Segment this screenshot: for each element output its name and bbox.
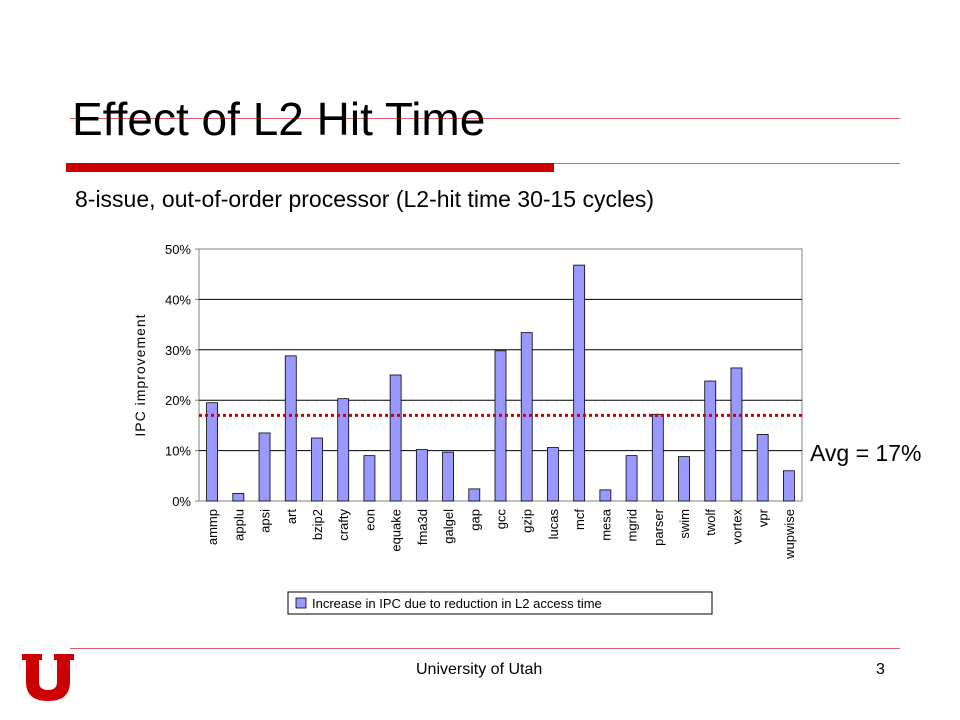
bar-applu bbox=[232, 493, 245, 502]
average-label: Avg = 17% bbox=[810, 440, 922, 466]
bar-gzip bbox=[520, 332, 533, 502]
x-tick-label-eon: eon bbox=[362, 509, 377, 531]
x-tick-label-bzip2: bzip2 bbox=[310, 509, 325, 540]
bar-vortex bbox=[730, 367, 743, 502]
bar-vpr bbox=[756, 434, 769, 502]
x-tick-label-wupwise: wupwise bbox=[782, 509, 797, 560]
bar-gap bbox=[468, 488, 481, 502]
y-tick-labels: 0% 10% 20% 30% 40% 50% bbox=[165, 242, 191, 509]
bar-lucas bbox=[547, 447, 559, 502]
y-tick-label: 10% bbox=[165, 444, 191, 459]
x-tick-label-parser: parser bbox=[651, 508, 666, 546]
bar-mcf bbox=[573, 264, 586, 502]
x-tick-label-gap: gap bbox=[467, 509, 482, 531]
bar-parser bbox=[651, 413, 664, 502]
bar-art bbox=[284, 355, 297, 502]
bar-fma3d bbox=[415, 449, 428, 502]
y-axis-label: IPC improvement bbox=[132, 313, 148, 436]
footer-rule bbox=[70, 648, 900, 649]
x-tick-labels: ammp applu apsi art bzip2 crafty eon equake fma3… bbox=[205, 508, 797, 560]
x-tick-label-vortex: vortex bbox=[729, 509, 744, 545]
y-tick-label: 50% bbox=[165, 242, 191, 257]
x-tick-label-mesa: mesa bbox=[598, 508, 613, 541]
bar-swim bbox=[678, 456, 690, 502]
bars bbox=[206, 264, 795, 502]
x-tick-label-lucas: lucas bbox=[546, 509, 561, 540]
y-tick-label: 40% bbox=[165, 292, 191, 307]
legend-box bbox=[287, 591, 713, 615]
bar-equake bbox=[389, 374, 402, 502]
legend: Increase in IPC due to reduction in L2 a… bbox=[287, 591, 713, 615]
slide-subtitle: 8-issue, out-of-order processor (L2-hit … bbox=[75, 186, 655, 212]
x-tick-label-galgel: galgel bbox=[441, 509, 456, 544]
x-tick-label-mgrid: mgrid bbox=[625, 509, 640, 542]
x-tick-label-apsi: apsi bbox=[258, 509, 273, 533]
x-tick-label-mcf: mcf bbox=[572, 509, 587, 530]
page-number: 3 bbox=[876, 661, 885, 678]
x-tick-label-gzip: gzip bbox=[520, 509, 535, 533]
header-rule bbox=[70, 118, 900, 119]
bar-bzip2 bbox=[311, 437, 323, 502]
slide-title: Effect of L2 Hit Time bbox=[72, 93, 486, 145]
x-tick-label-vpr: vpr bbox=[756, 508, 771, 527]
bar-mgrid bbox=[625, 455, 638, 502]
x-tick-label-applu: applu bbox=[231, 509, 246, 541]
legend-swatch bbox=[295, 597, 307, 609]
bar-mesa bbox=[599, 489, 612, 502]
bar-crafty bbox=[337, 398, 350, 502]
y-tick-label: 0% bbox=[172, 494, 191, 509]
x-tick-label-ammp: ammp bbox=[205, 509, 220, 545]
footer-text: University of Utah bbox=[416, 661, 543, 678]
bar-wupwise bbox=[782, 470, 795, 502]
bar-ammp bbox=[206, 402, 219, 502]
bar-apsi bbox=[258, 432, 271, 502]
bar-gcc bbox=[494, 350, 507, 502]
x-tick-label-crafty: crafty bbox=[336, 509, 351, 541]
y-tick-label: 20% bbox=[165, 393, 191, 408]
title-rule bbox=[554, 163, 900, 164]
bar-galgel bbox=[442, 451, 454, 502]
x-tick-label-equake: equake bbox=[389, 509, 404, 552]
legend-label: Increase in IPC due to reduction in L2 a… bbox=[312, 596, 602, 611]
x-tick-label-art: art bbox=[284, 509, 299, 525]
y-tick-label: 30% bbox=[165, 343, 191, 358]
x-tick-label-gcc: gcc bbox=[494, 509, 509, 530]
x-tick-label-swim: swim bbox=[677, 509, 692, 539]
bar-twolf bbox=[704, 380, 717, 502]
x-tick-label-fma3d: fma3d bbox=[415, 509, 430, 545]
x-tick-label-twolf: twolf bbox=[703, 509, 718, 536]
title-accent-bar bbox=[66, 163, 554, 172]
university-logo-icon bbox=[22, 654, 74, 701]
bar-eon bbox=[363, 455, 376, 502]
